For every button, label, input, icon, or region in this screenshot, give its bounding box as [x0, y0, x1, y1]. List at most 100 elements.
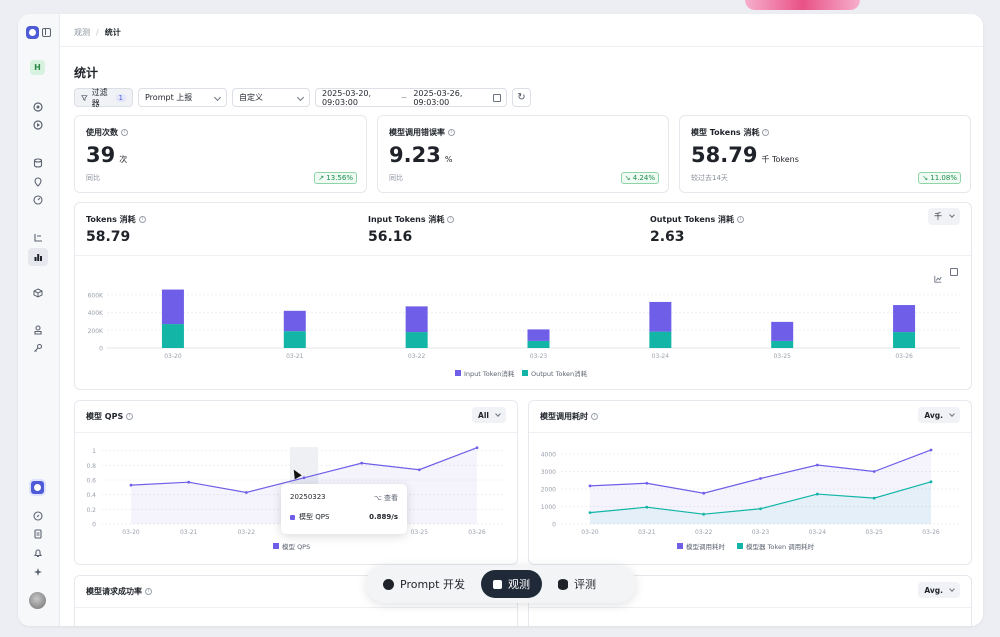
series-point — [360, 461, 364, 465]
line-x-tick: 03-22 — [695, 529, 713, 536]
app-logo-icon[interactable] — [26, 26, 39, 39]
sidebar-collapse-icon[interactable] — [42, 28, 51, 37]
bar-x-tick: 03-21 — [286, 353, 304, 360]
token-unit-value: 千 — [934, 212, 942, 221]
line-y-tick: 1000 — [541, 504, 556, 511]
line-y-tick: 0 — [552, 522, 556, 529]
line-chart-toggle-icon[interactable] — [934, 268, 942, 283]
refresh-button[interactable]: ↻ — [512, 88, 531, 107]
info-icon[interactable]: i — [145, 588, 152, 595]
trace-icon — [492, 579, 502, 589]
user-avatar[interactable] — [29, 592, 46, 609]
dock-prompt-dev[interactable]: Prompt 开发 — [371, 570, 477, 598]
line-x-tick: 03-21 — [180, 529, 198, 536]
date-start[interactable]: 2025-03-20, 09:03:00 — [322, 88, 372, 107]
top-glow-decoration — [745, 0, 860, 10]
tooltip-series-name: 模型 QPS — [299, 513, 330, 521]
document-icon[interactable] — [31, 527, 45, 541]
stamp-icon[interactable] — [31, 323, 45, 337]
legend-swatch — [455, 370, 461, 376]
line-x-tick: 03-25 — [411, 529, 429, 536]
tooltip-series-swatch — [290, 514, 295, 520]
series-point — [702, 491, 706, 495]
play-circle-icon[interactable] — [31, 100, 45, 114]
bar-chart-toggle-icon[interactable] — [950, 268, 958, 276]
legend-swatch — [737, 543, 743, 549]
series-point — [187, 480, 191, 484]
stat-value: 9.23 — [389, 143, 441, 167]
bar-input — [527, 329, 550, 341]
date-end[interactable]: 2025-03-26, 09:03:00 — [413, 88, 463, 107]
trace-icon[interactable] — [31, 231, 45, 245]
qps-model-select[interactable]: All — [472, 407, 506, 423]
chat-icon — [383, 578, 394, 590]
success-agg-select[interactable]: Avg. — [918, 582, 960, 598]
series-point — [588, 511, 592, 515]
cube-icon[interactable] — [31, 286, 45, 300]
compass-icon[interactable] — [31, 509, 45, 523]
bar-input — [405, 306, 428, 333]
info-icon[interactable]: i — [447, 216, 455, 223]
legend-label: Input Token消耗 — [464, 369, 515, 378]
line-y-tick: 0.4 — [86, 492, 96, 499]
tooltip-series-value: 0.889/s — [369, 513, 398, 521]
bar-output — [649, 331, 672, 348]
bar-y-tick: 400K — [88, 310, 104, 317]
statistics-icon[interactable] — [28, 248, 48, 266]
series-point — [929, 448, 933, 452]
bar-input — [771, 321, 794, 341]
range-type-select[interactable]: 自定义 — [232, 88, 310, 107]
series-point — [702, 512, 706, 516]
line-y-tick: 0 — [92, 522, 96, 529]
chevron-down-icon — [495, 411, 501, 417]
bar-output — [405, 332, 428, 348]
gauge-icon[interactable] — [31, 193, 45, 207]
line-x-tick: 03-26 — [922, 529, 940, 536]
series-point — [129, 483, 133, 487]
tooltip-view-link[interactable]: ⌥ 查看 — [373, 494, 398, 502]
source-select[interactable]: Prompt 上报 — [138, 88, 227, 107]
line-x-tick: 03-24 — [809, 529, 827, 536]
info-icon[interactable]: i — [126, 413, 134, 420]
series-point — [645, 505, 649, 509]
breadcrumb-parent[interactable]: 观测 — [74, 28, 90, 37]
line-x-tick: 03-20 — [122, 529, 140, 536]
stat-change-value: 4.24% — [632, 174, 655, 182]
filter-count-badge: 1 — [115, 93, 126, 102]
dock-evaluate[interactable]: 评测 — [546, 570, 608, 598]
info-icon[interactable]: i — [138, 216, 146, 223]
dock-observe[interactable]: 观测 — [480, 570, 542, 598]
info-icon[interactable]: i — [448, 129, 455, 136]
sparkle-icon[interactable] — [31, 565, 45, 579]
latency-card: 模型调用耗时 i Avg. 0 1000 2000 3000 4000 03-20 03-21… — [528, 400, 972, 565]
bar-input — [283, 310, 306, 332]
filter-button[interactable]: 过滤器 1 — [74, 88, 133, 108]
latency-agg-select[interactable]: Avg. — [918, 407, 960, 423]
workspace-avatar[interactable]: H — [30, 60, 45, 75]
latency-line-chart: 0 1000 2000 3000 4000 03-20 03-21 03-22 03-23 03-… — [541, 448, 959, 551]
latency-title: 模型调用耗时 — [540, 412, 588, 421]
series-point — [588, 484, 592, 488]
bell-icon[interactable] — [31, 546, 45, 560]
stat-unit: 次 — [119, 155, 128, 164]
line-x-tick: 03-23 — [752, 529, 770, 536]
key-icon[interactable] — [31, 341, 45, 355]
series-point — [872, 496, 876, 500]
success-select-value: Avg. — [924, 585, 943, 595]
series-point — [815, 492, 819, 496]
info-icon[interactable]: i — [121, 129, 128, 136]
info-icon[interactable]: i — [591, 413, 598, 420]
info-icon[interactable]: i — [762, 129, 770, 136]
stat-compare: 较过去14天 — [691, 174, 728, 182]
location-icon[interactable] — [31, 175, 45, 189]
token-unit-select[interactable]: 千 — [928, 208, 960, 225]
bar-output — [161, 324, 184, 348]
bar-x-tick: 03-23 — [530, 353, 548, 360]
run-icon[interactable] — [31, 118, 45, 132]
bar-output — [283, 331, 306, 348]
info-icon[interactable]: i — [737, 216, 745, 223]
database-icon[interactable] — [31, 156, 45, 170]
date-range-picker[interactable]: 2025-03-20, 09:03:00 ~ 2025-03-26, 09:03… — [315, 88, 507, 107]
stat-label: 使用次数 — [86, 128, 118, 137]
assistant-logo-icon[interactable] — [29, 479, 46, 496]
